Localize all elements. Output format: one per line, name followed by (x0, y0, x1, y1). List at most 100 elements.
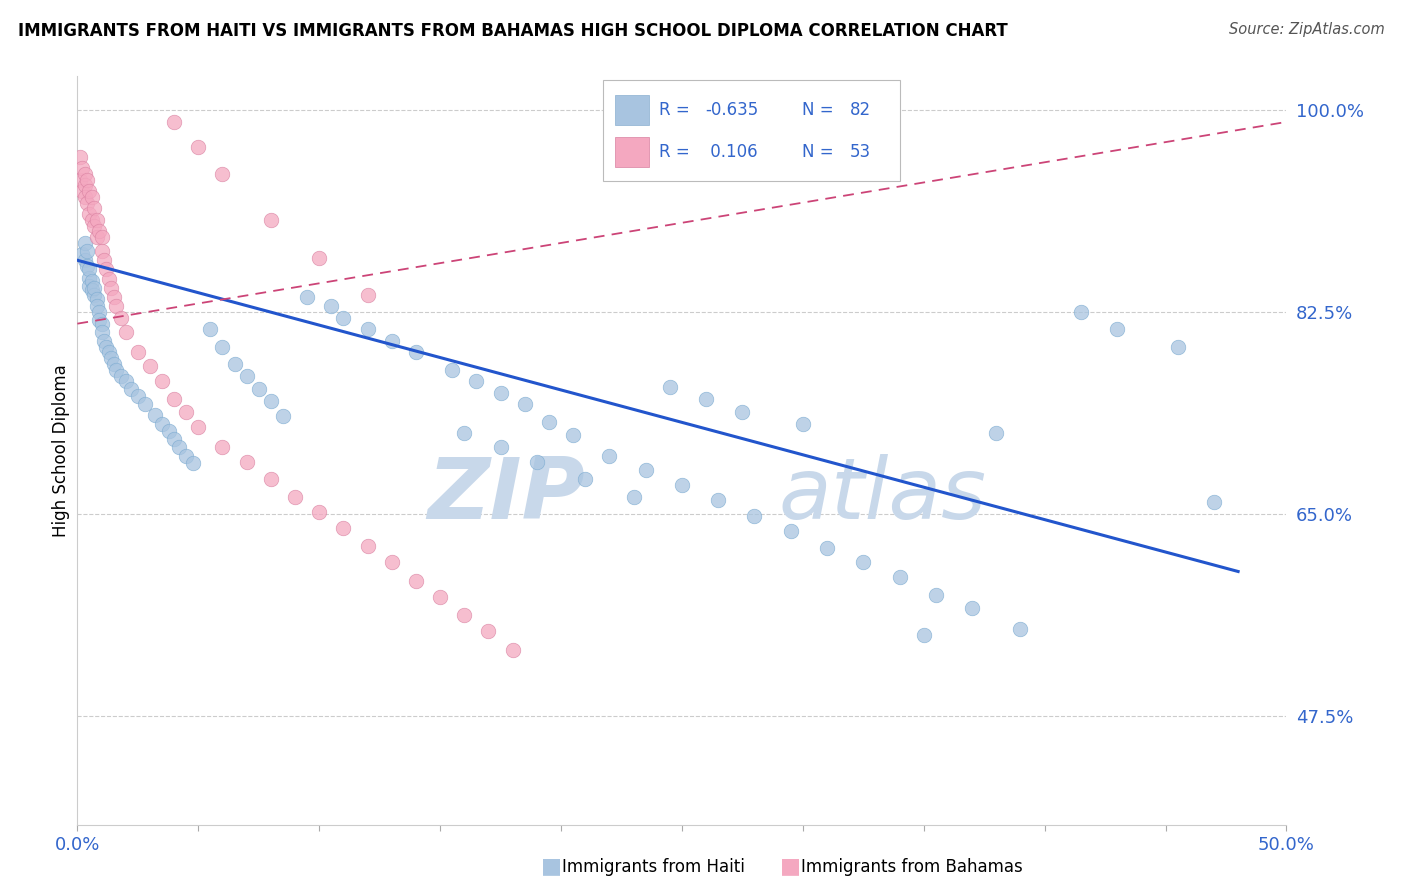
Point (103, 290, 125, 304)
Bar (616, 95, 650, 125)
Text: N =: N = (801, 101, 838, 119)
Point (69, 149, 91, 163)
Point (73, 178, 96, 193)
Point (83, 219, 105, 233)
Point (623, 490, 645, 504)
Point (574, 472, 596, 486)
Point (83, 202, 105, 216)
Point (308, 504, 330, 518)
Point (284, 490, 307, 504)
Point (76, 195, 98, 210)
Point (79, 207, 101, 221)
Text: 82: 82 (851, 101, 872, 119)
Point (163, 392, 186, 406)
Point (235, 455, 257, 469)
Point (381, 555, 404, 569)
Point (86, 299, 108, 313)
Point (96, 340, 118, 354)
Point (489, 385, 512, 400)
Point (271, 409, 294, 423)
Point (356, 539, 378, 553)
Point (562, 428, 585, 442)
Point (321, 299, 343, 313)
Point (731, 405, 754, 419)
Point (502, 643, 524, 657)
Point (96, 262, 118, 277)
Point (163, 115, 186, 129)
Point (1070, 305, 1092, 319)
Point (1107, 322, 1129, 336)
Text: Source: ZipAtlas.com: Source: ZipAtlas.com (1229, 22, 1385, 37)
Point (105, 299, 128, 313)
Point (127, 345, 149, 359)
Point (658, 380, 681, 394)
Point (744, 509, 766, 524)
Point (187, 420, 209, 434)
Point (157, 424, 180, 438)
Point (76, 244, 98, 258)
FancyBboxPatch shape (603, 79, 900, 181)
Text: -0.635: -0.635 (704, 101, 758, 119)
Point (792, 417, 814, 431)
Text: ■: ■ (780, 856, 801, 876)
Point (79, 184, 101, 198)
Point (70, 247, 93, 261)
Point (889, 570, 911, 584)
Point (429, 590, 451, 604)
Point (69, 172, 91, 186)
Point (76, 259, 98, 273)
Point (295, 290, 318, 304)
Point (80, 274, 103, 288)
Point (103, 357, 125, 371)
Point (79, 262, 101, 277)
Point (405, 574, 427, 588)
Point (105, 363, 128, 377)
Point (489, 440, 512, 454)
Point (97, 271, 120, 285)
Point (79, 270, 101, 285)
Point (73, 235, 96, 250)
Point (925, 588, 948, 602)
Bar (616, 137, 650, 168)
Point (200, 322, 222, 336)
Point (114, 325, 136, 339)
Text: 0.106: 0.106 (704, 144, 758, 161)
Point (1010, 622, 1032, 636)
Point (73, 253, 96, 268)
Text: N =: N = (801, 144, 838, 161)
Point (852, 555, 875, 569)
Point (90, 325, 112, 339)
Point (453, 608, 475, 623)
Point (150, 374, 173, 388)
Text: ZIP: ZIP (427, 454, 585, 537)
Point (80, 283, 103, 297)
Text: Immigrants from Haiti: Immigrants from Haiti (562, 858, 745, 876)
Point (187, 140, 209, 154)
Point (90, 230, 112, 244)
Point (477, 624, 499, 639)
Point (110, 368, 132, 383)
Point (308, 251, 330, 265)
Point (134, 397, 156, 411)
Point (97, 345, 120, 359)
Point (526, 455, 548, 469)
Point (465, 374, 488, 388)
Point (960, 601, 983, 615)
Text: Immigrants from Bahamas: Immigrants from Bahamas (801, 858, 1024, 876)
Point (356, 288, 378, 302)
Point (143, 408, 166, 422)
Point (912, 628, 935, 642)
Point (86, 230, 108, 244)
Point (79, 278, 101, 293)
Point (211, 440, 233, 454)
Point (332, 521, 354, 535)
Point (211, 167, 233, 181)
Point (537, 415, 560, 429)
Point (167, 440, 190, 454)
Point (174, 449, 197, 463)
Point (224, 357, 246, 371)
Point (598, 449, 620, 463)
Point (83, 288, 105, 302)
Point (90, 244, 112, 258)
Point (76, 172, 98, 186)
